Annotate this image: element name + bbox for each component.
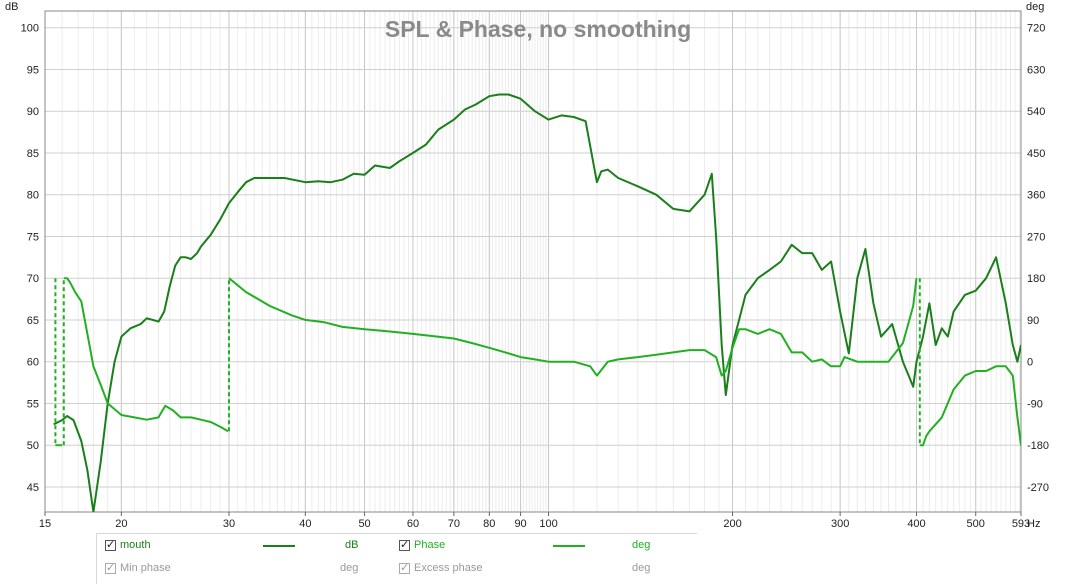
- y2-tick-label: 180: [1027, 273, 1045, 285]
- legend-row-2: Min phase deg Excess phase deg: [97, 559, 697, 579]
- legend-label-mouth: mouth: [120, 539, 151, 551]
- x-tick-label: 30: [223, 518, 235, 530]
- x-tick-label: 20: [115, 518, 127, 530]
- series-layer: [53, 93, 1021, 512]
- y2-tick-label: 720: [1027, 23, 1045, 35]
- legend-unit-min-phase: deg: [340, 562, 359, 574]
- y2-tick-label: 0: [1027, 357, 1033, 369]
- y-tick-label: 80: [27, 190, 39, 202]
- phase-checkbox[interactable]: [399, 538, 410, 551]
- y-tick-label: 70: [27, 273, 39, 285]
- y-tick-label: 100: [21, 23, 39, 35]
- mouth-checkbox[interactable]: [105, 538, 116, 551]
- chart: 15 20 30 40 50 60 70 80 90 100 200 300 400 500 593 455…: [0, 0, 1078, 533]
- min-phase-checkbox[interactable]: [105, 561, 116, 574]
- x-tick-label: 593: [1012, 518, 1030, 530]
- legend: mouth dB Phase deg Min phase deg Excess …: [96, 533, 697, 584]
- legend-unit-excess-phase: deg: [632, 562, 651, 574]
- x-tick-label: 40: [299, 518, 311, 530]
- legend-item-excess-phase[interactable]: Excess phase: [399, 561, 483, 574]
- y-tick-label: 45: [27, 482, 39, 494]
- x-tick-label: 80: [483, 518, 495, 530]
- legend-row-1: mouth dB Phase deg: [97, 536, 697, 556]
- x-tick-label: 60: [407, 518, 419, 530]
- series-phase: [54, 277, 1021, 447]
- legend-label-phase: Phase: [414, 539, 446, 551]
- y-tick-label: 55: [27, 398, 39, 410]
- legend-item-mouth[interactable]: mouth: [105, 538, 151, 551]
- legend-label-excess-phase: Excess phase: [414, 562, 483, 574]
- x-tick-label: 70: [448, 518, 460, 530]
- y-tick-label: 60: [27, 357, 39, 369]
- series-line-phase: [228, 277, 918, 377]
- y-tick-label: 65: [27, 315, 39, 327]
- legend-item-phase[interactable]: Phase: [399, 538, 446, 551]
- plot-background: [0, 0, 1078, 533]
- x-tick-label: 200: [723, 518, 741, 530]
- legend-label-min-phase: Min phase: [120, 562, 171, 574]
- series-line-phase: [919, 365, 1021, 447]
- x-tick-label: 90: [514, 518, 526, 530]
- legend-unit-phase: deg: [632, 539, 651, 551]
- x-tick-label: 50: [358, 518, 370, 530]
- y2-tick-label: 630: [1027, 64, 1045, 76]
- excess-phase-checkbox[interactable]: [399, 561, 410, 574]
- series-line-phase: [63, 277, 229, 433]
- y2-tick-label: -180: [1027, 440, 1049, 452]
- y-tick-label: 95: [27, 64, 39, 76]
- y2-tick-label: -270: [1027, 482, 1049, 494]
- y2-tick-label: -90: [1027, 398, 1043, 410]
- x-tick-label: 500: [967, 518, 985, 530]
- y-tick-label: 90: [27, 106, 39, 118]
- x-tick-label: 400: [907, 518, 925, 530]
- x-tick-label: 300: [831, 518, 849, 530]
- y-tick-label: 50: [27, 440, 39, 452]
- y2-tick-label: 540: [1027, 106, 1045, 118]
- x-axis-unit-label: Hz: [1027, 518, 1040, 530]
- y2-tick-label: 450: [1027, 148, 1045, 160]
- y2-axis-top-label: deg: [1026, 1, 1044, 13]
- chart-title: SPL & Phase, no smoothing: [385, 16, 691, 42]
- x-axis-ticks: 15 20 30 40 50 60 70 80 90 100 200 300 400 500 593: [39, 512, 1030, 530]
- y-axis-ticks: 45 50 55 60 65 70 75 80 85 90 95 100: [21, 23, 39, 494]
- x-tick-label: 100: [539, 518, 557, 530]
- y-axis-top-label: dB: [5, 1, 18, 13]
- legend-item-min-phase[interactable]: Min phase: [105, 561, 171, 574]
- y2-tick-label: 360: [1027, 190, 1045, 202]
- legend-unit-mouth: dB: [345, 539, 359, 551]
- y2-axis-ticks: -270 -180 -90 0 90 180 270 360 450 540 630 720: [1027, 23, 1049, 494]
- plot-frame: [44, 10, 1022, 513]
- x-tick-label: 15: [39, 518, 51, 530]
- y-tick-label: 75: [27, 231, 39, 243]
- legend-swatch-phase: [553, 545, 585, 547]
- y-tick-label: 85: [27, 148, 39, 160]
- y2-tick-label: 270: [1027, 231, 1045, 243]
- legend-swatch-mouth: [263, 545, 295, 547]
- y2-tick-label: 90: [1027, 315, 1039, 327]
